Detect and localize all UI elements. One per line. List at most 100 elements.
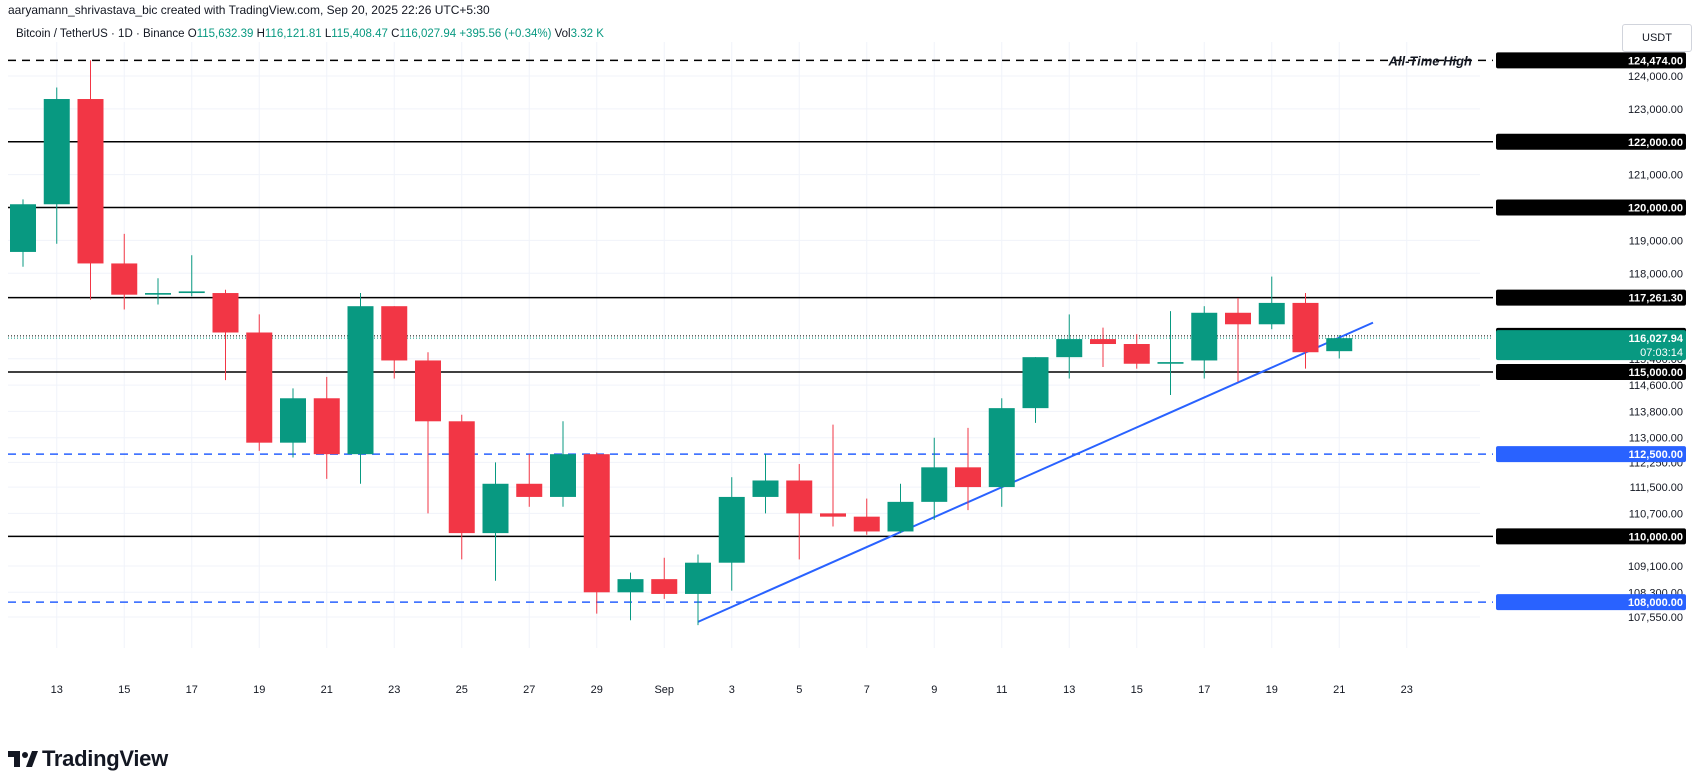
level-price-label-bg <box>1496 133 1686 150</box>
current-price-text: 116,027.94 <box>1629 333 1684 345</box>
x-tick-label: 29 <box>591 684 603 696</box>
candle <box>448 414 475 560</box>
high-value: 116,121.81 <box>264 28 322 40</box>
candle <box>1191 306 1218 379</box>
volume-value: 3.32 K <box>570 28 604 40</box>
candle-body <box>988 408 1015 488</box>
candles <box>10 60 1353 626</box>
candle <box>280 388 306 458</box>
candle <box>313 376 340 479</box>
horizontal-levels: All-Time High <box>8 53 1493 603</box>
candle <box>550 421 576 507</box>
candle-body <box>955 467 981 488</box>
candle-body <box>1090 339 1116 345</box>
candle <box>887 483 914 534</box>
price-labels: 124,474.00 122,000.00 120,000.00 117,261.30… <box>1496 52 1686 611</box>
x-tick-label: 15 <box>1131 684 1143 696</box>
tradingview-logo-icon <box>8 751 38 767</box>
candle-body <box>313 398 340 455</box>
volume-label: Vol <box>554 28 571 40</box>
level-price-label-bg <box>1496 199 1686 216</box>
candle <box>10 199 36 267</box>
candle-body <box>448 421 475 534</box>
candle-body <box>111 263 138 295</box>
y-tick-label: 111,500.00 <box>1630 482 1683 494</box>
candle <box>1157 311 1184 395</box>
y-tick-label: 118,000.00 <box>1629 268 1683 280</box>
candle <box>1123 334 1150 369</box>
candle-body <box>43 99 70 205</box>
candle-body <box>651 579 678 594</box>
candle-body <box>1292 302 1319 353</box>
candle-countdown: 07:03:14 <box>1640 347 1683 359</box>
x-tick-label: 11 <box>996 684 1007 696</box>
candle-body <box>145 293 171 295</box>
x-tick-label: 21 <box>321 684 333 696</box>
candle-body <box>617 579 644 593</box>
currency-selector[interactable]: USDT <box>1622 24 1692 52</box>
current-price-label-bg <box>1496 330 1686 361</box>
candle-body <box>347 306 374 455</box>
x-tick-label: 19 <box>1266 684 1278 696</box>
x-tick-label: 5 <box>796 684 802 696</box>
x-tick-label: 19 <box>253 684 265 696</box>
level-price-label-text: 124,474.00 <box>1628 55 1683 67</box>
candle-body <box>178 291 205 294</box>
candle <box>955 427 981 511</box>
ohlc-legend: Bitcoin / TetherUS · 1D · Binance O115,6… <box>16 28 604 40</box>
candle-body <box>212 293 239 333</box>
level-price-label: 120,000.00 <box>1496 199 1686 216</box>
level-price-label: 110,000.00 <box>1496 528 1686 545</box>
x-tick-label: 21 <box>1333 684 1345 696</box>
level-price-label-bg <box>1496 52 1686 69</box>
low-value: 115,408.47 <box>331 28 388 40</box>
candle-body <box>77 99 104 264</box>
level-price-label-bg <box>1496 594 1686 611</box>
candle <box>921 437 948 520</box>
open-label: O <box>187 28 197 40</box>
candle <box>212 289 239 381</box>
candle <box>178 255 205 297</box>
level-price-label-text: 120,000.00 <box>1628 203 1683 215</box>
candle-body <box>1022 357 1049 409</box>
symbol-label[interactable]: Bitcoin / TetherUS · 1D · Binance <box>16 28 185 40</box>
close-label: C <box>391 28 400 40</box>
candle <box>482 462 509 581</box>
candle <box>77 60 104 300</box>
candle <box>820 424 846 527</box>
candle <box>583 452 610 614</box>
low-label: L <box>324 28 332 40</box>
candle <box>347 293 374 484</box>
level-price-label-text: 108,000.00 <box>1628 597 1683 609</box>
candle <box>1022 357 1049 423</box>
level-price-label: 108,000.00 <box>1496 594 1686 611</box>
support-trendline <box>697 321 1374 623</box>
x-tick-label: 15 <box>118 684 130 696</box>
candle-body <box>752 480 779 497</box>
candle-body <box>550 454 576 497</box>
candle-body <box>1056 339 1083 358</box>
candle <box>718 477 745 591</box>
level-price-label-text: 115,000.00 <box>1629 367 1683 379</box>
x-tick-label: 17 <box>1198 684 1210 696</box>
level-price-label: 117,261.30 <box>1496 289 1686 306</box>
candle-body <box>1123 344 1150 364</box>
x-tick-label: 13 <box>51 684 63 696</box>
candle-body <box>280 398 306 443</box>
candle-body <box>1157 362 1184 364</box>
candle-body <box>921 467 948 502</box>
candle-body <box>10 204 36 252</box>
x-tick-label: 9 <box>931 684 937 696</box>
candle <box>685 554 711 626</box>
candle-body <box>685 562 711 594</box>
candle-body <box>1258 302 1285 325</box>
x-tick-label: 25 <box>456 684 468 696</box>
high-label: H <box>256 28 265 40</box>
candle <box>145 278 171 305</box>
candle-body <box>246 332 273 443</box>
level-price-label-text: 112,500.00 <box>1629 449 1683 461</box>
y-tick-label: 113,800.00 <box>1629 406 1683 418</box>
candle <box>786 464 813 560</box>
level-price-label-bg <box>1496 528 1686 545</box>
